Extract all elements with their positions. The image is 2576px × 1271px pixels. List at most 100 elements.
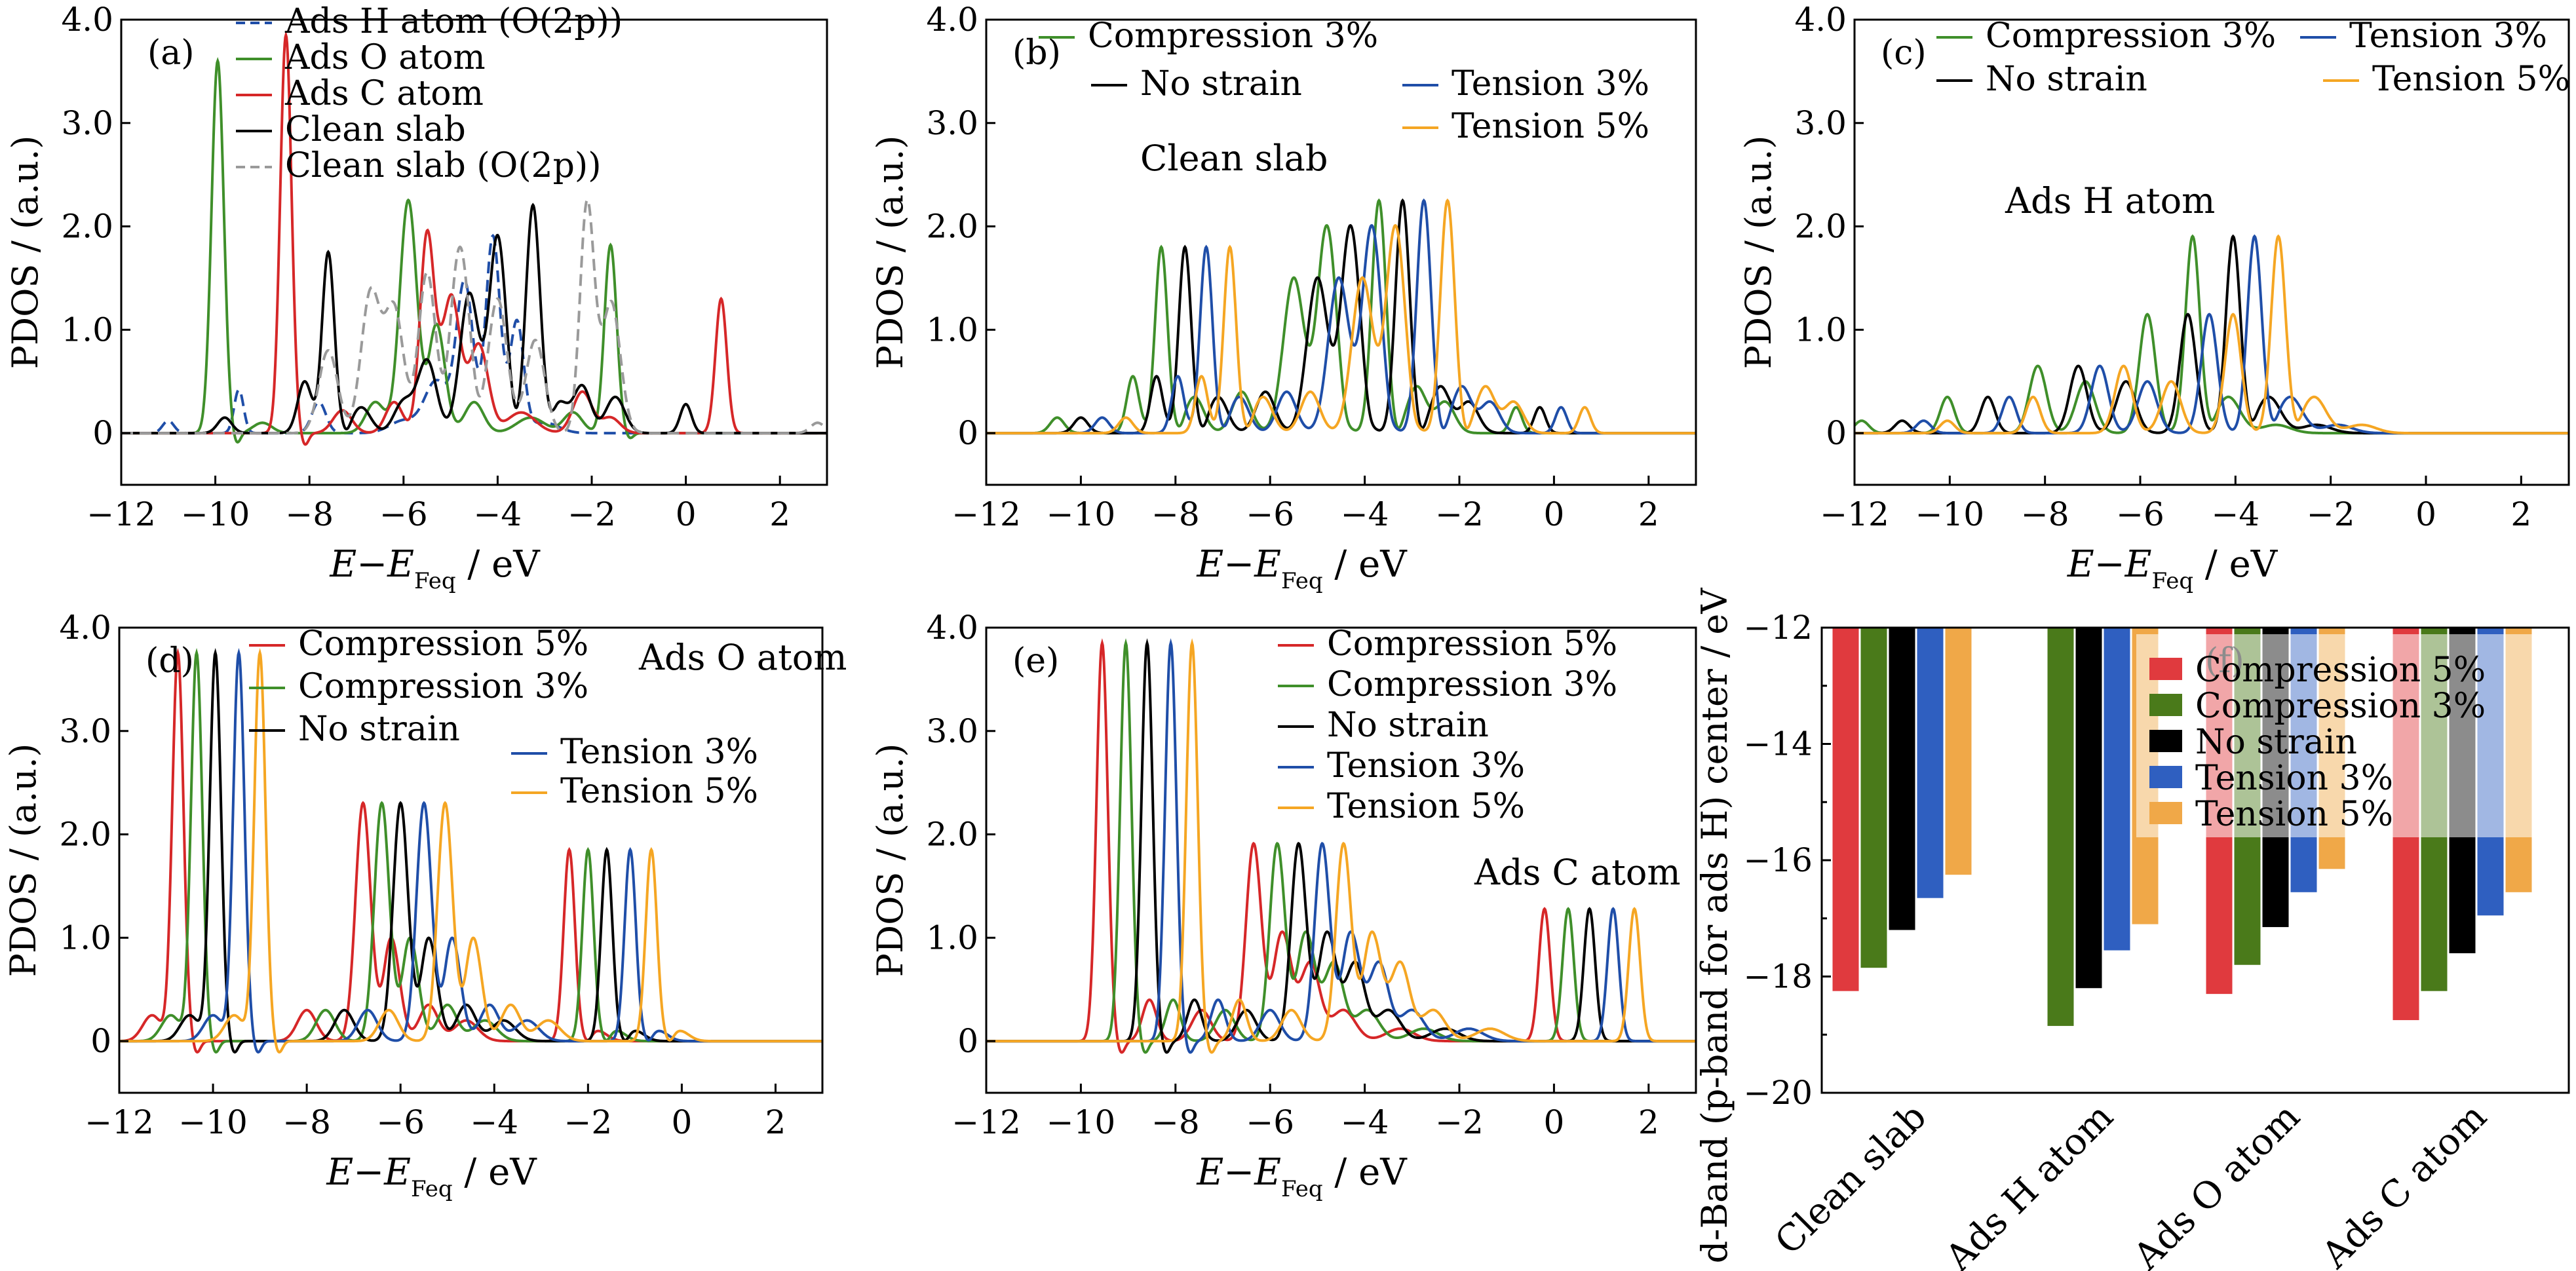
legend-swatch: [2149, 766, 2182, 788]
x-tick-label: −4: [2211, 495, 2259, 533]
legend-entry: Ads H atom (O(2p)): [284, 2, 623, 41]
bar: [1945, 628, 1972, 875]
bar: [1889, 628, 1915, 930]
y-axis-label: PDOS / (a.u.): [870, 744, 911, 977]
x-tick-label: −10: [178, 1103, 248, 1141]
legend-entry: Compression 3%: [1088, 16, 1378, 56]
x-axis-label-main: E−E: [2067, 543, 2152, 586]
x-tick-label: −4: [1341, 1103, 1389, 1141]
legend-entry: Compression 3%: [2195, 687, 2486, 726]
y-tick-label: 1.0: [61, 311, 113, 349]
x-tick-label: −8: [2021, 495, 2069, 533]
x-tick-label: 2: [2510, 495, 2531, 533]
x-tick-label: −2: [2307, 495, 2355, 533]
x-tick-label: −12: [87, 495, 156, 533]
y-tick-label: 2.0: [926, 816, 978, 854]
y-tick-label: 1.0: [1794, 311, 1847, 349]
y-tick-label: 4.0: [926, 1, 978, 39]
x-tick-label: −2: [567, 495, 616, 533]
legend-entry: Clean slab (O(2p)): [285, 146, 602, 185]
x-tick-label: 2: [1638, 1103, 1659, 1141]
y-tick-label: 2.0: [926, 208, 978, 246]
x-tick-label: −8: [1151, 495, 1200, 533]
x-tick-label: −10: [181, 495, 250, 533]
panel-label: (a): [147, 33, 195, 73]
x-axis-label: E−EFeq / eV: [326, 1151, 537, 1202]
x-tick-label: −4: [1341, 495, 1389, 533]
x-axis-label-main: E−E: [329, 543, 414, 586]
x-tick-label: 2: [1638, 495, 1659, 533]
x-tick-label: 0: [1543, 495, 1564, 533]
bar: [1832, 628, 1859, 991]
legend: Compression 3% Tension 3% No strain Tension…: [1936, 16, 2570, 99]
series-line-no-strain: [986, 198, 1696, 435]
y-tick-label: 1.0: [926, 311, 978, 349]
plot-frame: [120, 18, 828, 486]
x-tick-label: −12: [952, 1103, 1021, 1141]
series-group: [986, 638, 1696, 1054]
y-tick-label: 4.0: [61, 1, 113, 39]
y-tick-label: 0: [1826, 414, 1847, 452]
x-tick-label: −8: [285, 495, 334, 533]
x-tick-label: −8: [1151, 1103, 1200, 1141]
plot-frame: [985, 18, 1697, 486]
legend-entry: Tension 5%: [1451, 107, 1649, 146]
y-tick-label: 2.0: [59, 816, 111, 854]
series-line-compression-3-: [1855, 234, 2569, 435]
x-axis-label: E−EFeq / eV: [2067, 543, 2278, 594]
y-tick-label: −18: [1743, 958, 1813, 996]
series-line-tension-3-: [986, 198, 1696, 435]
plot-frame: [1853, 18, 2570, 486]
x-tick-label: −12: [85, 1103, 154, 1141]
x-tick-label: −12: [1820, 495, 1889, 533]
x-tick-label: 2: [769, 495, 790, 533]
x-axis-label: E−EFeq / eV: [1196, 1151, 1408, 1202]
y-axis-label: PDOS / (a.u.): [870, 136, 911, 370]
x-axis-label-sub: Feq: [1281, 1176, 1323, 1202]
series-line-no-strain: [119, 648, 822, 1054]
series-group: [119, 648, 822, 1054]
x-axis-label: E−EFeq / eV: [1196, 543, 1408, 594]
panel-annotation: Clean slab: [1140, 138, 1328, 179]
x-axis-label-unit: / eV: [1323, 1151, 1408, 1194]
x-tick-label: 0: [671, 1103, 692, 1141]
y-tick-label: −20: [1743, 1074, 1813, 1112]
x-tick-label: 0: [676, 495, 697, 533]
bar: [2104, 628, 2130, 951]
y-tick-label: 3.0: [1794, 104, 1847, 142]
panel-f: Clean slab Ads H atom Ads O atom Ads C atom…: [1694, 588, 2570, 1271]
legend-entry: No strain: [2195, 723, 2357, 762]
y-tick-label: 2.0: [61, 208, 113, 246]
y-tick-label: 2.0: [1794, 208, 1847, 246]
panel-label: (e): [1012, 641, 1059, 681]
x-tick-label: −10: [1047, 495, 1116, 533]
legend-entry: Tension 3%: [2195, 759, 2393, 798]
y-axis-label: PDOS / (a.u.): [3, 744, 44, 977]
series-line-tension-5-: [986, 638, 1696, 1054]
bar: [1860, 628, 1887, 968]
y-tick-label: 0: [90, 1022, 111, 1060]
series-line-compression-3-: [986, 198, 1696, 435]
legend-entry: No strain: [298, 710, 460, 749]
legend-entry: Compression 3%: [1327, 665, 1617, 704]
legend-entry: Tension 3%: [560, 732, 758, 772]
y-tick-label: 0: [957, 1022, 978, 1060]
legend-entry: Tension 3%: [1451, 64, 1649, 104]
x-tick-label: −10: [1915, 495, 1985, 533]
plot-frame: [985, 626, 1697, 1094]
plot-frame: [118, 626, 824, 1094]
legend-entry: Compression 5%: [1327, 624, 1617, 664]
series-line-clean-slab-o-2p-: [121, 198, 827, 435]
legend-entry: Ads O atom: [284, 38, 486, 77]
x-tick-label: −6: [376, 1103, 425, 1141]
legend-entry: Tension 3%: [1327, 746, 1525, 786]
x-tick-label: 0: [1543, 1103, 1564, 1141]
x-tick-label: 0: [2415, 495, 2436, 533]
series-line-compression-3-: [119, 648, 822, 1054]
legend-entry: Tension 5%: [2195, 795, 2393, 834]
series-line-tension-3-: [1855, 234, 2569, 435]
legend: Compression 5%Compression 3% No strain Ten…: [249, 624, 758, 811]
legend-swatch: [2149, 694, 2182, 716]
x-tick-label: −6: [1246, 495, 1294, 533]
